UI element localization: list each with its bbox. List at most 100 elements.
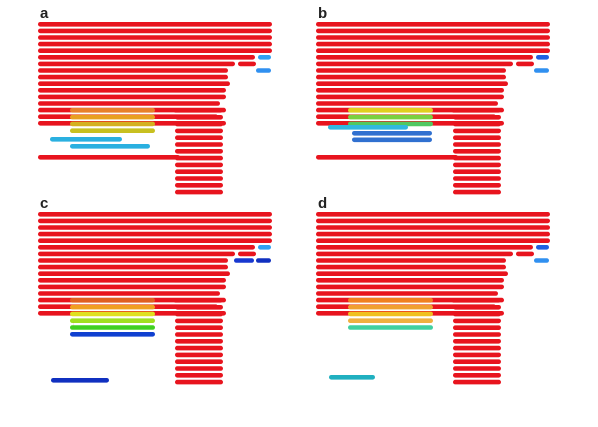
- alignment-bar: [38, 35, 272, 40]
- alignment-bar: [70, 304, 155, 310]
- alignment-bar: [50, 137, 122, 142]
- alignment-bar: [38, 278, 226, 283]
- alignment-bar: [316, 28, 550, 34]
- alignment-bar: [70, 311, 155, 317]
- alignment-bar: [348, 108, 433, 113]
- alignment-bar: [175, 373, 223, 378]
- alignment-bar: [175, 135, 223, 140]
- alignment-bar: [316, 81, 508, 86]
- alignment-bar: [352, 131, 432, 136]
- alignment-bar: [256, 68, 271, 73]
- alignment-bar: [70, 108, 155, 113]
- alignment-bar: [38, 55, 255, 60]
- alignment-bar: [173, 108, 223, 113]
- alignment-bar: [316, 291, 498, 296]
- panel-label: b: [318, 5, 327, 22]
- alignment-bar: [348, 311, 433, 317]
- alignment-bar: [238, 61, 256, 67]
- alignment-bar: [451, 108, 501, 113]
- alignment-bar: [536, 55, 549, 60]
- alignment-bar: [175, 325, 223, 330]
- alignment-bar: [173, 298, 223, 303]
- alignment-bar: [453, 359, 501, 364]
- alignment-bar: [453, 155, 501, 161]
- alignment-bar: [328, 125, 408, 130]
- panel-label: d: [318, 195, 327, 212]
- alignment-bar: [516, 61, 534, 67]
- alignment-bar: [316, 212, 550, 217]
- alignment-bar: [316, 284, 504, 290]
- alignment-bar: [348, 304, 433, 310]
- alignment-bar: [51, 378, 109, 383]
- alignment-bar: [453, 162, 501, 168]
- alignment-bar: [175, 339, 223, 344]
- alignment-bar: [38, 48, 272, 53]
- alignment-bar: [316, 251, 513, 257]
- alignment-bar: [453, 339, 501, 344]
- alignment-bar: [38, 212, 272, 217]
- alignment-bar: [453, 352, 501, 358]
- alignment-bar: [348, 325, 433, 330]
- panel-label: a: [40, 5, 49, 22]
- alignment-bar: [316, 41, 550, 47]
- alignment-bar: [316, 61, 513, 67]
- alignment-bar: [316, 48, 550, 53]
- alignment-bar: [175, 359, 223, 364]
- alignment-bar: [38, 258, 228, 263]
- alignment-bar: [175, 142, 223, 147]
- alignment-bar: [70, 332, 155, 337]
- alignment-bar: [175, 189, 223, 195]
- alignment-bar: [175, 169, 223, 174]
- alignment-bar: [316, 68, 506, 73]
- alignment-bar: [38, 101, 220, 106]
- alignment-bar: [453, 318, 501, 324]
- alignment-bar: [70, 298, 155, 303]
- alignment-bar: [175, 162, 223, 168]
- alignment-bar: [38, 218, 272, 224]
- alignment-bar: [38, 231, 272, 237]
- alignment-bar: [453, 183, 501, 188]
- alignment-bar: [175, 149, 223, 154]
- alignment-bar: [38, 28, 272, 34]
- alignment-bar: [38, 284, 226, 290]
- alignment-bar: [175, 318, 223, 324]
- panel-label: c: [40, 195, 48, 212]
- alignment-bar: [453, 189, 501, 195]
- alignment-bar: [348, 298, 433, 303]
- alignment-bar: [316, 264, 506, 270]
- alignment-bar: [38, 238, 272, 243]
- alignment-bar: [175, 115, 223, 120]
- alignment-bar: [38, 22, 272, 27]
- alignment-bar: [38, 291, 220, 296]
- alignment-bar: [38, 271, 230, 276]
- alignment-bar: [38, 264, 228, 270]
- alignment-bar: [316, 101, 498, 106]
- alignment-bar: [453, 379, 501, 385]
- alignment-bar: [175, 305, 223, 310]
- alignment-bar: [38, 94, 226, 100]
- alignment-bar: [38, 225, 272, 230]
- alignment-bar: [316, 22, 550, 27]
- alignment-bar: [453, 366, 501, 371]
- alignment-bar: [453, 128, 501, 134]
- alignment-bar: [38, 68, 228, 73]
- alignment-bar: [175, 128, 223, 134]
- alignment-bar: [175, 345, 223, 351]
- alignment-bar: [175, 311, 223, 317]
- alignment-bar: [451, 298, 501, 303]
- alignment-bar: [534, 68, 549, 73]
- alignment-bar: [316, 35, 550, 40]
- alignment-bar: [453, 305, 501, 310]
- alignment-bar: [258, 245, 271, 250]
- alignment-bar: [38, 74, 228, 80]
- alignment-bar: [256, 258, 271, 263]
- alignment-bar: [258, 55, 271, 60]
- alignment-bar: [453, 311, 501, 317]
- alignment-bar: [175, 183, 223, 188]
- alignment-bar: [175, 352, 223, 358]
- alignment-bar: [316, 278, 504, 283]
- alignment-bar: [38, 155, 180, 160]
- alignment-bar: [175, 366, 223, 371]
- alignment-bar: [316, 238, 550, 243]
